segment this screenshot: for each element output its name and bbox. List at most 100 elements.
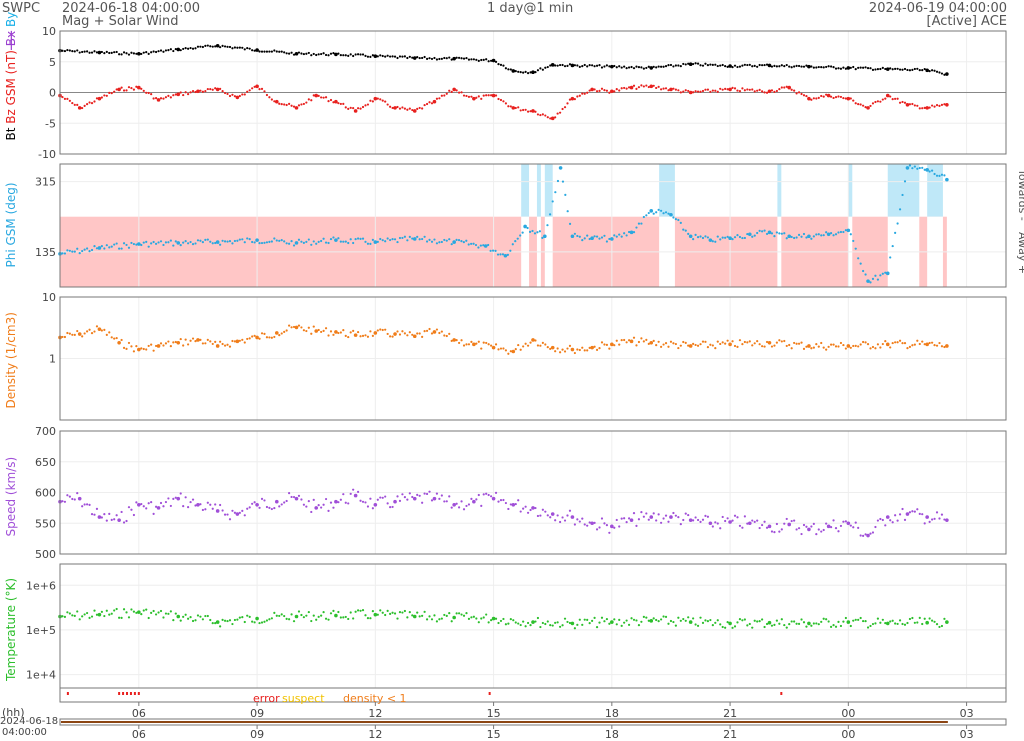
phi-point-fill-point [300, 240, 303, 243]
bz-point-fill-point [568, 98, 572, 101]
temperature-point-fill-point [901, 622, 904, 626]
density-point-fill-point [544, 343, 547, 346]
speed-point-fill-point [440, 494, 443, 497]
density-point-fill-point [852, 344, 855, 348]
bt-point-fill-point [625, 67, 628, 70]
speed-point-fill-point [416, 493, 419, 496]
density-point-fill-point [371, 334, 374, 337]
phi-point-fill-point [364, 240, 367, 243]
bt-point-fill-point [115, 50, 118, 54]
bz-point-fill-point [179, 91, 182, 94]
bz-point-fill-point [485, 94, 488, 97]
bt-point-fill-point [935, 70, 939, 73]
bt-point-fill-point [485, 58, 488, 61]
density-point-fill-point [389, 335, 392, 338]
phi-point-fill-point [63, 252, 67, 255]
phi-point [826, 232, 831, 237]
bt-point-fill-point [497, 63, 500, 66]
temperature-point-fill-point [199, 615, 202, 618]
error-flag-mark [118, 692, 121, 695]
phi-point-fill-point [312, 240, 315, 243]
speed-point-fill-point [544, 510, 547, 513]
x-tick-label-bottom: 18 [605, 728, 619, 741]
density-ytick-label: 10 [42, 291, 56, 304]
speed-point-fill-point [874, 525, 877, 529]
speed-point-fill-point [462, 508, 466, 511]
bz-point-fill-point [369, 99, 372, 102]
speed-point-fill-point [152, 512, 155, 516]
temperature-point-fill-point [480, 617, 483, 620]
bz-point-fill-point [588, 89, 591, 92]
bz-point-fill-point [364, 104, 367, 107]
temperature-point-fill-point [236, 618, 239, 621]
bz-point-fill-point [226, 92, 229, 96]
phi-point-fill-point [625, 234, 628, 237]
bz-point-fill-point [751, 88, 754, 91]
density-point-fill-point [829, 343, 833, 346]
start-time-label: 2024-06-18 04:00:00 [62, 1, 201, 16]
speed-point-fill-point [603, 522, 606, 525]
speed-point-fill-point [539, 514, 542, 517]
speed-point-fill-point [477, 493, 480, 497]
bz-point-fill-point [928, 106, 931, 109]
speed-point-fill-point [541, 508, 544, 511]
density-point-fill-point [103, 328, 106, 331]
bt-point [550, 63, 555, 67]
phi-point-fill-point [127, 246, 131, 249]
temperature-point-fill-point [381, 611, 384, 614]
density-point-fill-point [248, 337, 251, 340]
speed-panel-frame [59, 430, 1007, 555]
temperature-point-fill-point [169, 610, 172, 613]
speed-point-fill-point [194, 504, 197, 507]
speed-point-fill-point [130, 508, 133, 511]
bt-point-fill-point [765, 63, 769, 66]
bt-point-fill-point [903, 67, 907, 71]
temperature-point-fill-point [652, 617, 655, 620]
speed-point-fill-point [780, 528, 783, 531]
speed-point-fill-point [85, 503, 89, 506]
bt-point-fill-point [832, 66, 835, 69]
mag-ytick-label: -10 [38, 148, 56, 161]
speed-point-fill-point [679, 523, 682, 526]
phi-point-fill-point [930, 169, 934, 172]
phi-point-fill-point [852, 239, 855, 243]
temperature-ytick-label: 1e+4 [26, 669, 56, 682]
phi-point-fill-point [384, 240, 387, 243]
bz-point-fill-point [561, 107, 564, 111]
bt-point-fill-point [620, 66, 623, 69]
end-time-label: 2024-06-19 04:00:00 [868, 1, 1007, 16]
bt-point-fill-point [113, 51, 116, 54]
temperature-point-fill-point [283, 614, 286, 618]
density-point-fill-point [265, 336, 269, 339]
phi-point-fill-point [763, 229, 766, 232]
density-point-fill-point [773, 344, 776, 347]
speed-point [885, 515, 890, 519]
error-flag-mark [66, 692, 69, 695]
bz-point-fill-point [342, 102, 345, 105]
bz-point-fill-point [462, 94, 466, 97]
density-point-fill-point [684, 341, 687, 344]
speed-point-fill-point [600, 517, 604, 520]
phi-point-fill-point [657, 208, 660, 211]
density-point-fill-point [763, 345, 766, 348]
density-point-fill-point [529, 341, 532, 344]
bz-point-fill-point [371, 100, 374, 103]
temperature-point-fill-point [401, 611, 404, 614]
bt-point-fill-point [748, 63, 751, 66]
bz-point-fill-point [265, 93, 269, 97]
bt-point-fill-point [906, 68, 909, 72]
density-point-fill-point [554, 350, 557, 353]
density-point-fill-point [935, 344, 939, 347]
density-point-fill-point [428, 327, 431, 331]
density-point-fill-point [167, 340, 170, 343]
bz-point-fill-point [930, 104, 934, 107]
bt-point-fill-point [623, 65, 626, 68]
bz-point-fill-point [765, 91, 769, 94]
phi-point-fill-point [773, 234, 776, 238]
speed-point-fill-point [785, 517, 788, 521]
phi-point-fill-point [815, 233, 818, 236]
speed-point [77, 496, 82, 501]
bz-point-fill-point [63, 97, 67, 100]
speed-point-fill-point [366, 505, 370, 508]
bz-point-fill-point [465, 94, 468, 98]
